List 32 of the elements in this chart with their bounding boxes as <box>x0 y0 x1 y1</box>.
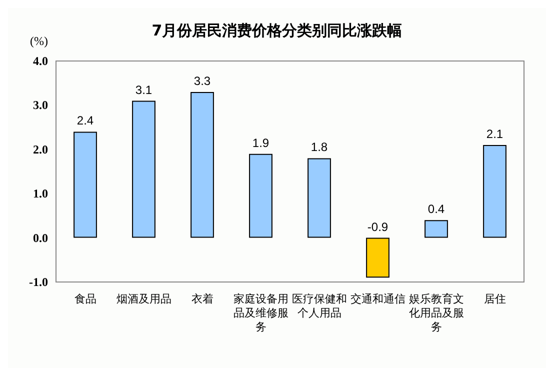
bar <box>74 132 97 238</box>
y-tick-label: -1.0 <box>29 275 48 289</box>
data-label: 1.8 <box>310 140 328 154</box>
bar <box>424 220 448 238</box>
data-label: 1.9 <box>252 136 270 150</box>
x-tick-label: 交通和通信 <box>350 292 406 306</box>
data-label: 2.1 <box>486 126 504 141</box>
data-label: 3.3 <box>194 74 211 88</box>
y-tick-label: 1.0 <box>33 186 48 201</box>
x-tick-label: 食品 <box>74 292 96 306</box>
bar <box>190 92 214 238</box>
x-tick-label: 居住 <box>484 292 506 306</box>
x-tick-label: 娱乐教育文化用品及服务 <box>408 292 464 334</box>
x-tick-label: 家庭设备用品及维修服务 <box>233 292 288 334</box>
y-tick-label: 3.0 <box>33 98 48 112</box>
y-tick-label: 0.0 <box>33 230 48 245</box>
bar <box>483 144 506 238</box>
y-axis-title: (%) <box>30 34 48 48</box>
data-label: -0.9 <box>367 220 388 234</box>
data-label: 3.1 <box>135 82 152 97</box>
bar <box>366 238 390 278</box>
bar <box>132 100 156 238</box>
y-tick-label: 2.0 <box>33 142 48 156</box>
x-tick-label: 烟酒及用品 <box>116 292 172 306</box>
y-tick-label: 4.0 <box>33 54 48 68</box>
x-tick-label: 衣着 <box>191 292 214 306</box>
data-label: 0.4 <box>428 202 445 216</box>
chart-title: 7月份居民消费价格分类别同比涨跌幅 <box>152 22 402 40</box>
bar <box>249 154 272 238</box>
data-label: 2.4 <box>76 114 94 128</box>
bar <box>308 158 331 238</box>
x-tick-label: 医疗保健和个人用品 <box>292 292 347 320</box>
